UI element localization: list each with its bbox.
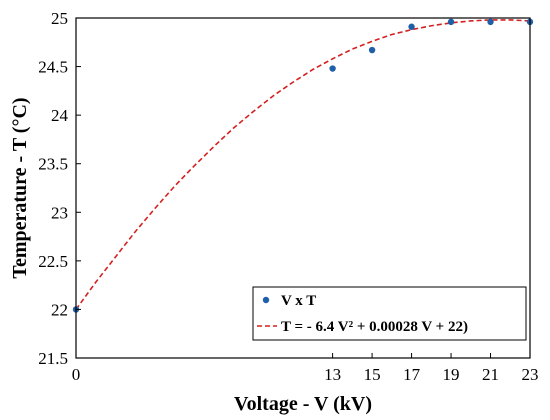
x-tick-label: 17 <box>403 365 421 384</box>
data-point <box>329 65 336 72</box>
x-tick-label: 15 <box>364 365 381 384</box>
x-tick-label: 23 <box>522 365 539 384</box>
fit-curve-layer <box>75 19 531 310</box>
y-axis-label: Temperature - T (°C) <box>9 97 31 278</box>
y-tick-label: 23 <box>51 203 68 222</box>
legend-marker-points <box>262 296 270 304</box>
y-tick-label: 23.5 <box>38 155 68 174</box>
x-tick-label: 19 <box>443 365 460 384</box>
data-point <box>487 18 494 26</box>
legend-label-points: V x T <box>281 293 316 309</box>
x-tick-label: 0 <box>72 365 81 384</box>
y-axis-ticks: 21.5 22 22.5 23 23.5 24 24.5 25 <box>38 9 81 368</box>
y-tick-label: 22 <box>51 300 68 319</box>
fit-curve-line <box>75 19 531 310</box>
data-point <box>368 46 376 54</box>
data-point <box>447 18 455 26</box>
y-tick-label: 25 <box>51 9 68 28</box>
legend-label-curve: T = - 6.4 V² + 0.00028 V + 22) <box>281 319 468 335</box>
y-tick-label: 21.5 <box>38 349 68 368</box>
x-tick-label: 13 <box>324 365 341 384</box>
y-tick-label: 24.5 <box>38 58 68 77</box>
x-tick-label: 21 <box>482 365 499 384</box>
y-tick-label: 24 <box>51 106 69 125</box>
x-axis-label: Voltage - V (kV) <box>234 393 372 415</box>
y-tick-label: 22.5 <box>38 252 68 271</box>
legend: V x T T = - 6.4 V² + 0.00028 V + 22) <box>252 286 527 341</box>
x-axis-ticks: 0 13 15 17 19 21 23 <box>72 353 539 384</box>
plot-frame <box>75 17 531 359</box>
legend-box <box>252 286 527 341</box>
data-point <box>408 23 415 30</box>
